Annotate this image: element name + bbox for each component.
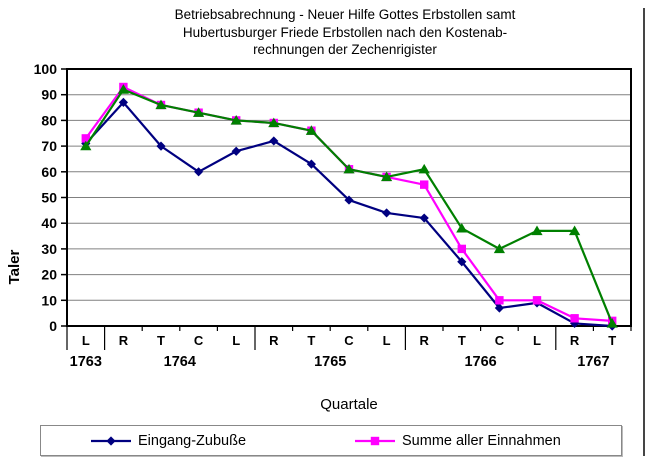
legend-label: Eingang-Zubuße — [138, 432, 247, 449]
series-marker-triangle — [606, 318, 618, 328]
series-marker-diamond — [457, 257, 467, 267]
legend-entry-eingang-zubusse: Eingang-Zubuße — [91, 426, 246, 455]
legend: Eingang-Zubuße Summe aller Einnahmen — [40, 425, 622, 456]
series-line — [84, 101, 613, 328]
series-green-unlabeled — [80, 84, 618, 328]
series-marker-square — [570, 314, 579, 323]
y-tick-label: 60 — [41, 164, 57, 180]
y-axis-title: Taler — [6, 249, 23, 285]
quarter-label: T — [608, 333, 616, 348]
quarter-label: L — [533, 333, 541, 348]
legend-entry-summe-aller-einnahmen: Summe aller Einnahmen — [355, 426, 561, 455]
series-marker-diamond — [306, 159, 316, 169]
legend-line-square-icon — [355, 436, 395, 445]
series-marker-diamond — [231, 146, 241, 156]
series-marker-triangle — [80, 140, 92, 151]
year-label: 1767 — [577, 354, 609, 370]
series-marker-triangle — [456, 222, 468, 233]
series-marker-diamond — [382, 208, 392, 218]
series-marker-square — [81, 134, 90, 143]
y-tick-label: 30 — [41, 241, 57, 257]
series-marker-triangle — [193, 107, 205, 117]
chart-title: Betriebsabrechnung - Neuer Hilfe Gottes … — [35, 6, 650, 59]
series-marker-square — [457, 244, 466, 254]
quarter-label: R — [119, 333, 129, 348]
quarter-label: C — [495, 333, 505, 348]
legend-swatch-marker — [106, 435, 116, 446]
series-marker-square — [532, 296, 542, 305]
series-marker-diamond — [194, 167, 204, 177]
series-eingang-zubu-e — [81, 97, 617, 331]
series-marker-square — [420, 180, 429, 189]
series-marker-triangle — [155, 99, 167, 110]
series-marker-triangle — [569, 225, 581, 236]
x-axis-title: Quartale — [320, 396, 378, 413]
y-tick-label: 70 — [41, 138, 57, 154]
quarter-label: T — [307, 333, 315, 348]
series-marker-diamond — [118, 97, 128, 108]
series-marker-triangle — [230, 115, 242, 125]
series-marker-diamond — [269, 136, 279, 146]
quarter-label: L — [82, 333, 90, 348]
legend-line-diamond-icon — [91, 435, 131, 446]
year-labels: 1763 1764 1765 1766 1767 — [70, 354, 610, 370]
quarter-label: R — [269, 333, 279, 348]
series-marker-diamond — [344, 195, 354, 205]
quarter-label: C — [194, 333, 204, 348]
year-label: 1766 — [464, 354, 496, 370]
y-tick-label: 10 — [41, 292, 57, 308]
series-marker-square — [495, 296, 504, 305]
quarter-label: T — [157, 333, 165, 348]
quarter-label: C — [344, 333, 354, 348]
y-tick-label: 90 — [41, 87, 57, 103]
quarter-label: L — [383, 333, 391, 348]
chart-title-line-2: Hubertusburger Friede Erbstollen nach de… — [182, 24, 508, 40]
year-label: 1763 — [70, 354, 102, 370]
quarter-label: R — [420, 333, 430, 348]
x-ticks — [66, 326, 632, 350]
frame-edge-rule — [643, 8, 645, 456]
chart-title-line-3: rechnungen der Zechenrigister — [253, 42, 437, 57]
chart-title-line-1: Betriebsabrechnung - Neuer Hilfe Gottes … — [174, 7, 516, 22]
series-marker-triangle — [343, 163, 355, 174]
series-line — [84, 88, 614, 324]
series-marker-triangle — [493, 243, 505, 254]
y-tick-label: 80 — [41, 112, 57, 128]
legend-swatch-marker — [370, 436, 380, 445]
series-marker-triangle — [305, 125, 317, 135]
y-tick-labels: 0 10 20 30 40 50 60 70 80 90 100 — [34, 61, 58, 334]
legend-label: Summe aller Einnahmen — [402, 432, 561, 449]
y-tick-label: 100 — [34, 61, 58, 77]
year-label: 1764 — [164, 354, 196, 370]
series-marker-triangle — [381, 171, 393, 182]
quarter-label: T — [458, 333, 466, 348]
y-tick-label: 0 — [49, 318, 57, 334]
year-label: 1765 — [314, 354, 346, 370]
series-marker-triangle — [268, 117, 280, 128]
y-tick-label: 40 — [41, 215, 57, 231]
series-marker-triangle — [117, 84, 129, 94]
series-marker-triangle — [531, 225, 543, 236]
quarter-label: R — [570, 333, 580, 348]
quarter-label: L — [232, 333, 240, 348]
series-marker-diamond — [419, 213, 429, 223]
y-tick-label: 20 — [41, 267, 57, 283]
series-marker-diamond — [156, 141, 166, 151]
y-tick-label: 50 — [41, 190, 57, 206]
y-ticks — [61, 68, 67, 327]
series-marker-triangle — [418, 163, 430, 174]
series-marker-diamond — [494, 303, 504, 313]
